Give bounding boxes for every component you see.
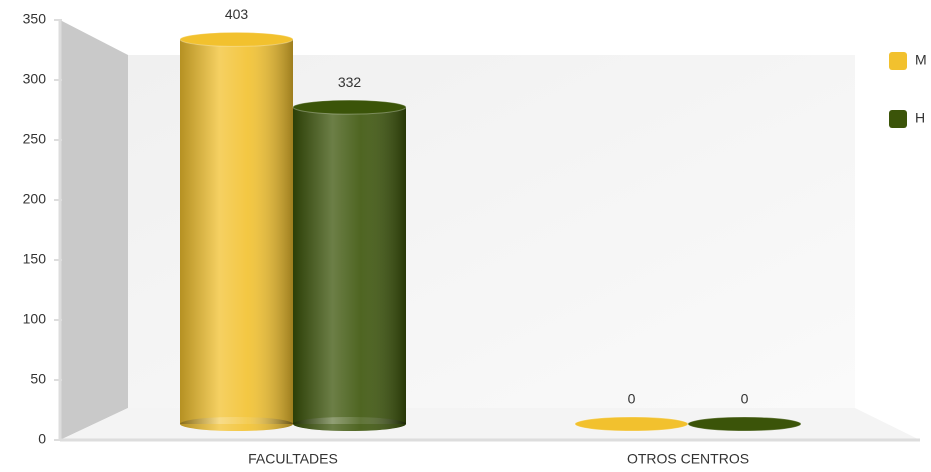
legend-swatch [889,52,907,70]
y-tick-label: 200 [23,191,47,207]
legend-label: M [915,52,927,68]
value-label: 332 [338,74,362,90]
y-tick-label: 350 [23,11,47,27]
value-label: 0 [741,391,749,407]
bar-bottom-shade [180,417,293,431]
value-label: 403 [225,6,249,22]
bar-top [179,31,294,47]
bar [292,99,407,431]
bar [574,416,689,432]
y-tick-label: 300 [23,71,47,87]
y-tick-label: 50 [30,371,46,387]
bar-top [292,99,407,115]
bar-shade [180,39,293,425]
bar-top [574,416,689,432]
bar-bottom-shade [293,417,406,431]
y-tick-label: 150 [23,251,47,267]
legend-label: H [915,110,925,126]
value-label: 0 [628,391,636,407]
x-tick-label: FACULTADES [248,451,338,467]
bar [179,31,294,431]
bar-shade [293,107,406,425]
bar-top [687,416,802,432]
legend-swatch [889,110,907,128]
y-tick-label: 0 [38,431,46,447]
y-tick-label: 250 [23,131,47,147]
y-tick-label: 100 [23,311,47,327]
x-tick-label: OTROS CENTROS [627,451,749,467]
bar [687,416,802,432]
